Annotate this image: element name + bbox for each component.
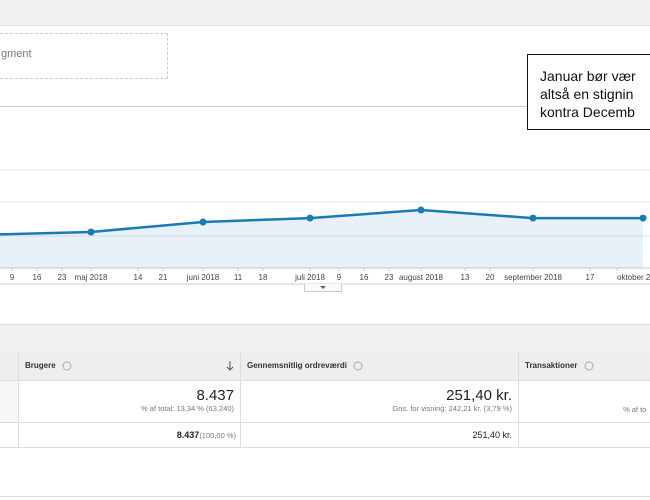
row-cell bbox=[0, 381, 19, 423]
x-tick-label: 23 bbox=[385, 273, 394, 282]
segment-box[interactable]: gment bbox=[0, 33, 168, 79]
point bbox=[417, 206, 425, 214]
x-tick-label: 21 bbox=[159, 273, 168, 282]
x-tick-label: 23 bbox=[58, 273, 67, 282]
x-tick-label: 9 bbox=[337, 273, 342, 282]
cell-note: (100,00 %) bbox=[199, 431, 236, 440]
x-tick-label: maj 2018 bbox=[75, 273, 108, 282]
x-tick-label: 9 bbox=[10, 273, 15, 282]
cell-note: Gns. for visning: 242,21 kr. (3,79 %) bbox=[392, 404, 512, 413]
divider bbox=[0, 106, 650, 107]
top-bar bbox=[0, 0, 650, 26]
point bbox=[87, 228, 95, 236]
cell-value: 251,40 kr. bbox=[446, 387, 512, 404]
row-cell: 251,40 kr. Gns. for visning: 242,21 kr. … bbox=[241, 381, 519, 423]
cell-note: % af total: 13,34 % (63.240) bbox=[141, 404, 234, 413]
x-tick-label: juli 2018 bbox=[294, 273, 325, 282]
x-tick-label: juni 2018 bbox=[186, 273, 220, 282]
annotation-line: altså en stignin bbox=[540, 86, 634, 102]
x-tick-label: august 2018 bbox=[399, 273, 444, 282]
row-cell: 8.437 % af total: 13,34 % (63.240) bbox=[19, 381, 241, 423]
x-tick-label: oktober 2 bbox=[617, 273, 650, 282]
row-cell: % af to bbox=[519, 381, 650, 423]
x-tick-label: 14 bbox=[134, 273, 143, 282]
x-tick-label: 16 bbox=[33, 273, 42, 282]
x-tick-label: september 2018 bbox=[504, 273, 562, 282]
header-label: Gennemsnitlig ordreværdi bbox=[247, 361, 348, 370]
point bbox=[199, 218, 207, 226]
x-tick-label: 20 bbox=[486, 273, 495, 282]
annotation-line: kontra Decemb bbox=[540, 104, 635, 120]
header-label: Brugere bbox=[25, 361, 56, 370]
point bbox=[306, 214, 314, 222]
chart: 9 16 23 maj 2018 14 21 juni 2018 11 18 juli 2018 9… bbox=[0, 169, 650, 285]
x-tick-label: 17 bbox=[586, 273, 595, 282]
header-label: Transaktioner bbox=[525, 361, 578, 370]
toolbar bbox=[0, 324, 650, 353]
annotation-line: Januar bør vær bbox=[540, 68, 636, 84]
row-cell: 251,40 kr. bbox=[241, 423, 519, 448]
row-cell bbox=[519, 423, 650, 448]
cell-value: 251,40 kr. bbox=[472, 430, 512, 440]
table: Brugere Gennemsnitlig ordreværdi Transak… bbox=[0, 352, 650, 448]
cell-value: 8.437 bbox=[176, 430, 200, 440]
collapse-toggle[interactable] bbox=[304, 284, 342, 292]
segment-label: gment bbox=[1, 48, 32, 60]
footer-line bbox=[0, 496, 650, 497]
annotation-box: Januar bør vær altså en stignin kontra D… bbox=[527, 54, 650, 130]
header-cell bbox=[0, 352, 19, 381]
x-tick-label: 13 bbox=[461, 273, 470, 282]
point bbox=[639, 214, 647, 222]
x-tick-label: 16 bbox=[360, 273, 369, 282]
point bbox=[529, 214, 537, 222]
x-tick-label: 18 bbox=[259, 273, 268, 282]
cell-note: % af to bbox=[623, 405, 647, 414]
header-cell[interactable]: Transaktioner bbox=[519, 352, 650, 381]
row-cell bbox=[0, 423, 19, 448]
x-tick-label: 11 bbox=[234, 273, 243, 282]
area bbox=[0, 210, 643, 268]
header-cell[interactable]: Gennemsnitlig ordreværdi bbox=[241, 352, 519, 381]
header-cell[interactable]: Brugere bbox=[19, 352, 241, 381]
cell-value: 8.437 bbox=[196, 387, 234, 404]
row-cell: 8.437(100,00 %) bbox=[19, 423, 241, 448]
